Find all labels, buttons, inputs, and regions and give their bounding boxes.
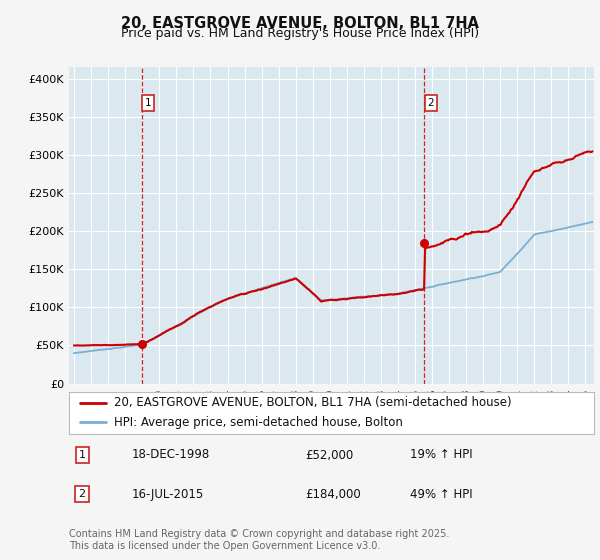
Text: Contains HM Land Registry data © Crown copyright and database right 2025.
This d: Contains HM Land Registry data © Crown c…	[69, 529, 449, 551]
Text: 19% ↑ HPI: 19% ↑ HPI	[410, 449, 473, 461]
Text: Price paid vs. HM Land Registry's House Price Index (HPI): Price paid vs. HM Land Registry's House …	[121, 27, 479, 40]
Text: 49% ↑ HPI: 49% ↑ HPI	[410, 488, 473, 501]
Text: 20, EASTGROVE AVENUE, BOLTON, BL1 7HA: 20, EASTGROVE AVENUE, BOLTON, BL1 7HA	[121, 16, 479, 31]
Text: 2: 2	[428, 98, 434, 108]
Text: 20, EASTGROVE AVENUE, BOLTON, BL1 7HA (semi-detached house): 20, EASTGROVE AVENUE, BOLTON, BL1 7HA (s…	[113, 396, 511, 409]
Text: 18-DEC-1998: 18-DEC-1998	[132, 449, 210, 461]
Text: HPI: Average price, semi-detached house, Bolton: HPI: Average price, semi-detached house,…	[113, 416, 403, 429]
Text: 1: 1	[79, 450, 86, 460]
Text: 16-JUL-2015: 16-JUL-2015	[132, 488, 204, 501]
Text: 2: 2	[79, 489, 86, 499]
Text: £52,000: £52,000	[305, 449, 353, 461]
Text: £184,000: £184,000	[305, 488, 361, 501]
Text: 1: 1	[145, 98, 152, 108]
